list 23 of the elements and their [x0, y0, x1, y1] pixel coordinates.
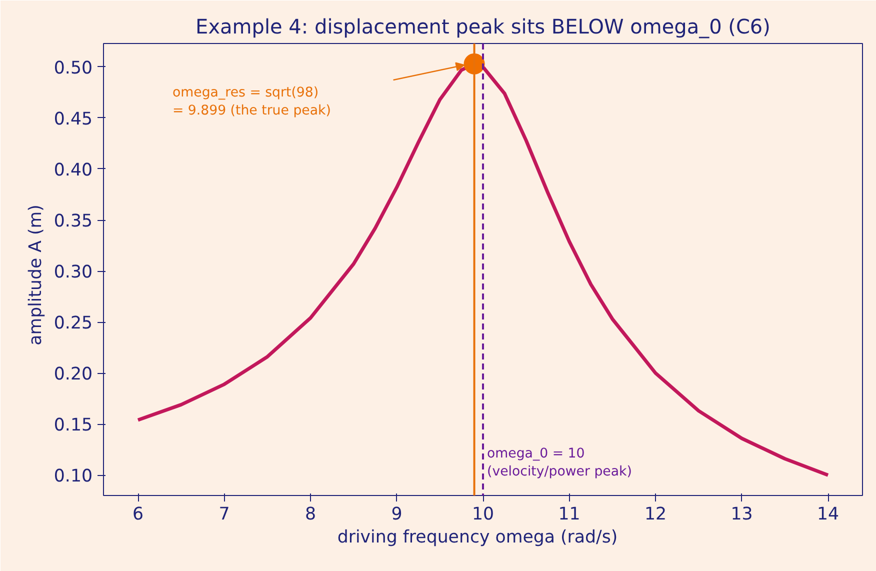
y-tick-label: 0.35 — [54, 212, 93, 232]
x-tick-label: 6 — [132, 504, 144, 524]
y-tick-label: 0.40 — [54, 160, 93, 180]
ref-line-label: omega_0 = 10 (velocity/power peak) — [487, 446, 632, 480]
y-axis-title: amplitude A (m) — [26, 204, 46, 346]
annotation: omega_res = sqrt(98) = 9.899 (the true peak) — [172, 86, 331, 118]
y-tick-label: 0.50 — [54, 58, 93, 78]
x-tick-label: 13 — [730, 504, 753, 524]
chart-title: Example 4: displacement peak sits BELOW omega_0 (C6) — [196, 14, 770, 38]
x-tick-label: 14 — [816, 504, 840, 524]
x-axis-title: driving frequency omega (rad/s) — [337, 528, 618, 548]
y-tick-label: 0.45 — [54, 109, 93, 130]
x-tick-label: 10 — [472, 504, 494, 524]
y-tick-label: 0.25 — [54, 314, 93, 334]
x-tick-label: 7 — [218, 504, 230, 524]
x-tick-label: 9 — [391, 504, 402, 524]
y-tick-label: 0.15 — [54, 416, 93, 436]
x-tick-label: 8 — [304, 504, 316, 524]
x-tick-label: 12 — [644, 504, 667, 524]
x-tick-label: 11 — [558, 504, 580, 524]
y-tick-label: 0.30 — [54, 262, 93, 283]
y-tick-label: 0.10 — [54, 466, 93, 487]
y-tick-label: 0.20 — [54, 364, 93, 385]
